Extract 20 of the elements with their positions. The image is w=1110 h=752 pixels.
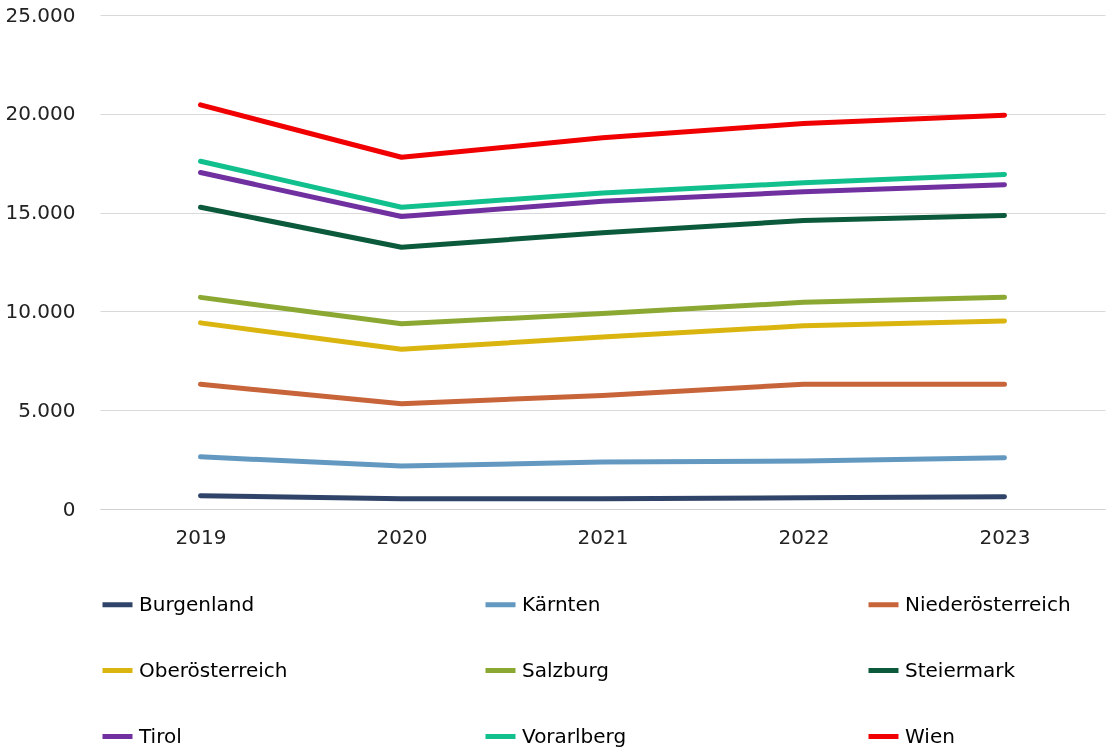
x-tick-label: 2022: [778, 524, 830, 549]
y-tick-label: 15.000: [5, 200, 76, 225]
y-tick-label: 25.000: [5, 2, 76, 27]
legend-label: Wien: [905, 723, 955, 748]
legend-label: Vorarlberg: [522, 723, 627, 748]
legend-label: Tirol: [138, 723, 182, 748]
y-tick-label: 10.000: [5, 298, 76, 323]
legend-label: Kärnten: [522, 591, 601, 616]
legend-label: Salzburg: [522, 657, 609, 682]
legend-label: Steiermark: [905, 657, 1016, 682]
legend-label: Niederösterreich: [905, 591, 1071, 616]
x-tick-label: 2023: [979, 524, 1031, 549]
y-tick-label: 20.000: [5, 101, 76, 126]
y-tick-label: 5.000: [18, 397, 76, 422]
x-tick-label: 2021: [577, 524, 629, 549]
x-tick-label: 2020: [376, 524, 428, 549]
x-tick-label: 2019: [175, 524, 227, 549]
legend-label: Burgenland: [139, 591, 255, 616]
legend-label: Oberösterreich: [139, 657, 288, 682]
y-tick-label: 0: [62, 496, 76, 521]
